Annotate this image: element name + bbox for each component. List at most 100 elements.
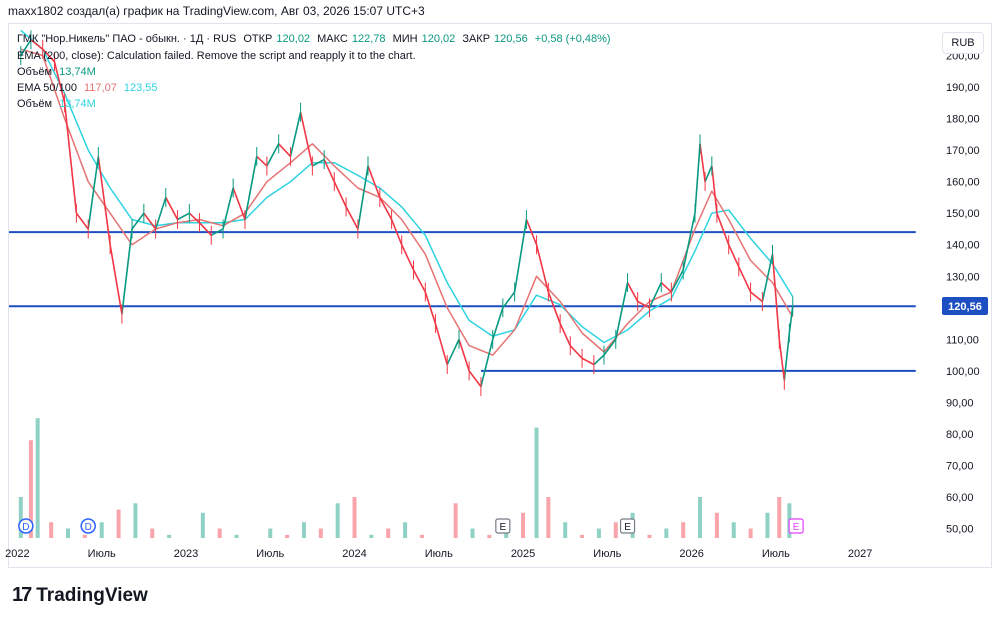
- volume-bar: [419, 534, 424, 538]
- legend-volume-value-2: 13,74M: [59, 98, 96, 110]
- price-segment: [345, 206, 359, 230]
- volume-bar: [487, 534, 492, 538]
- volume-bar: [352, 497, 357, 538]
- price-segment: [87, 156, 100, 230]
- price-segment: [783, 332, 791, 381]
- price-segment: [788, 305, 794, 334]
- earnings-marker: [619, 518, 636, 534]
- volume-bar: [563, 522, 568, 538]
- price-segment: [390, 219, 403, 246]
- price-segment: [210, 228, 224, 236]
- legend-volume-value: 13,74M: [59, 66, 96, 78]
- y-tick-label: 90,00: [946, 397, 974, 409]
- event-marker-label: D: [22, 522, 29, 533]
- x-tick-label: Июль: [593, 548, 621, 560]
- volume-bar: [35, 418, 40, 538]
- volume-bar: [386, 528, 391, 538]
- price-segment: [434, 323, 448, 365]
- price-segment: [468, 370, 482, 388]
- price-segment: [525, 219, 538, 246]
- price-segment: [278, 143, 292, 157]
- price-segment: [761, 254, 774, 302]
- price-segment: [20, 39, 32, 56]
- legend-volume-2[interactable]: Объём 13,74M: [17, 98, 100, 110]
- price-segment: [559, 323, 571, 346]
- volume-bar: [470, 528, 475, 538]
- event-marker-label: D: [85, 522, 92, 533]
- y-tick-label: 110,00: [946, 334, 979, 346]
- volume-bar: [318, 528, 323, 538]
- legend-open-label: ОТКР: [243, 33, 273, 45]
- price-segment: [323, 159, 336, 183]
- x-tick-label: 2025: [511, 548, 535, 560]
- y-tick-label: 70,00: [946, 460, 974, 472]
- price-segment: [244, 156, 258, 220]
- volume-bar: [453, 503, 458, 538]
- price-tag-group: 120,56: [942, 297, 988, 316]
- legend-volume-1[interactable]: Объём 13,74M: [17, 66, 100, 78]
- price-segment: [42, 48, 56, 63]
- legend-close-label: ЗАКР: [462, 33, 491, 45]
- volume-bar: [18, 497, 23, 538]
- volume-bar: [403, 522, 408, 538]
- legend-low: 120,02: [421, 33, 456, 45]
- price-segment: [165, 197, 179, 220]
- chart-frame: [8, 23, 992, 568]
- price-segment: [379, 197, 393, 220]
- legend-ema200[interactable]: EMA (200, close): Calculation failed. Re…: [17, 50, 416, 62]
- earnings-marker: [788, 518, 804, 534]
- event-marker-label: E: [793, 522, 800, 533]
- price-segment: [299, 112, 314, 167]
- volume-bar: [777, 497, 782, 538]
- price-segment: [614, 282, 629, 340]
- legend-open: 120,02: [276, 33, 311, 45]
- price-segment: [603, 338, 617, 356]
- price-segment: [581, 357, 595, 366]
- chart-credit: maxx1802 создал(а) график на TradingView…: [8, 4, 425, 18]
- price-segment: [446, 338, 460, 365]
- price-segment: [131, 212, 145, 230]
- volume-bar: [65, 528, 70, 538]
- y-tick-label: 180,00: [946, 114, 980, 126]
- price-segment: [778, 339, 786, 381]
- volume-bars: [18, 418, 792, 538]
- price-segment: [694, 143, 701, 214]
- volume-bar: [681, 522, 686, 538]
- legend-change: +0,58 (+0,48%): [534, 33, 611, 45]
- volume-bar: [369, 534, 374, 538]
- x-tick-label: 2027: [848, 548, 872, 560]
- y-tick-label: 170,00: [946, 145, 980, 157]
- volume-bar: [28, 440, 33, 538]
- volume-bar: [49, 522, 54, 538]
- legend-ema-label: EMA 50/100: [17, 82, 77, 94]
- volume-bar: [133, 503, 138, 538]
- price-line: [20, 30, 794, 397]
- price-segment: [367, 165, 381, 198]
- price-segment: [711, 165, 718, 214]
- price-segment: [256, 155, 268, 167]
- volume-bar: [613, 522, 618, 538]
- tradingview-logo[interactable]: 17 TradingView: [12, 584, 148, 607]
- price-segment: [699, 143, 706, 182]
- price-segment: [424, 291, 437, 324]
- price-segment: [75, 212, 89, 230]
- price-segment: [400, 244, 415, 271]
- volume-bar: [765, 512, 770, 538]
- volume-bar: [748, 528, 753, 538]
- ema100-line: [20, 29, 794, 344]
- legend-low-label: МИН: [392, 33, 418, 45]
- volume-bar: [99, 522, 104, 538]
- price-segment: [593, 354, 605, 366]
- volume-bar: [285, 534, 290, 538]
- legend-ema[interactable]: EMA 50/100 117,07 123,55: [17, 82, 162, 94]
- volume-bar: [596, 528, 601, 538]
- price-segment: [188, 212, 201, 224]
- price-segment: [670, 269, 684, 293]
- price-tag-label: 120,56: [948, 301, 982, 313]
- y-tick-label: 60,00: [946, 492, 974, 504]
- price-segment: [312, 158, 325, 167]
- currency-button[interactable]: RUB: [942, 32, 984, 54]
- price-segment: [333, 181, 347, 208]
- price-segment: [502, 291, 516, 309]
